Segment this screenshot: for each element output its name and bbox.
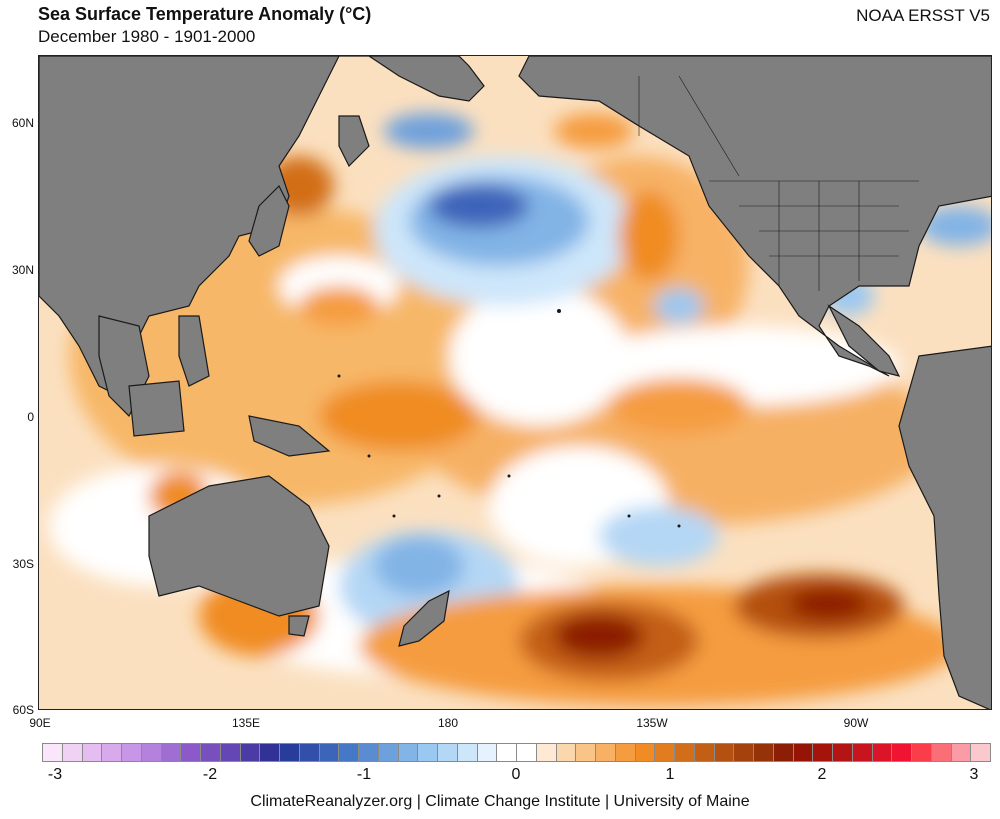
colorbar-cell <box>417 743 438 762</box>
colorbar-cell <box>753 743 774 762</box>
land-tasmania <box>288 615 310 637</box>
land-philippines <box>178 315 210 387</box>
colorbar-cell <box>81 743 103 762</box>
colorbar-cell <box>595 743 616 762</box>
lon-label-90e: 90E <box>29 716 51 730</box>
map-subtitle: December 1980 - 1901-2000 <box>38 27 256 46</box>
colorbar-cell <box>180 743 201 762</box>
colorbar-cell <box>377 743 399 762</box>
colorbar-label-neg2: -2 <box>202 766 218 783</box>
colorbar-label-neg1: -1 <box>356 766 372 783</box>
colorbar-cell <box>634 743 656 762</box>
colorbar-cell <box>318 743 340 762</box>
lat-label-60n: 60N <box>11 116 34 130</box>
map-title: Sea Surface Temperature Anomaly (°C) <box>38 4 372 24</box>
land-new-guinea <box>248 415 331 457</box>
land-new-zealand <box>398 589 450 647</box>
land-australia <box>148 475 330 617</box>
lat-label-30n: 30N <box>11 263 34 277</box>
colorbar-cell <box>614 743 636 762</box>
land-central-america <box>827 304 901 377</box>
colorbar-cell <box>397 743 419 762</box>
colorbar-label-2: 2 <box>817 766 827 783</box>
land-kamchatka <box>338 115 370 168</box>
colorbar-cell <box>812 743 833 762</box>
colorbar-cell <box>970 743 991 762</box>
colorbar-cell <box>930 743 952 762</box>
lat-label-60s: 60S <box>12 703 34 717</box>
colorbar-cell <box>674 743 695 762</box>
land-japan <box>248 184 290 257</box>
small-islands <box>337 309 681 528</box>
land-south-america <box>898 345 991 709</box>
sst-anomaly-map <box>39 56 991 709</box>
colorbar-cell <box>219 743 241 762</box>
colorbar-cell <box>61 743 83 762</box>
land-north-america <box>518 56 991 377</box>
colorbar-cell <box>476 743 498 762</box>
colorbar-cell <box>121 743 142 762</box>
lon-label-180: 180 <box>437 716 459 730</box>
colorbar-cell <box>101 743 122 762</box>
map-area <box>38 55 992 710</box>
colorbar-cell <box>950 743 972 762</box>
colorbar-cell <box>654 743 675 762</box>
colorbar-cell <box>733 743 754 762</box>
colorbar-cell <box>851 743 873 762</box>
colorbar-label-1: 1 <box>665 766 675 783</box>
lat-label-30s: 30S <box>12 557 34 571</box>
colorbar-cell <box>535 743 557 762</box>
political-borders <box>638 75 919 291</box>
colorbar-cell <box>911 743 932 762</box>
colorbar-cell <box>42 743 63 762</box>
colorbar-label-neg3: -3 <box>47 766 63 783</box>
colorbar-label-0: 0 <box>511 766 521 783</box>
colorbar-cell <box>338 743 359 762</box>
colorbar-cell <box>792 743 814 762</box>
colorbar-cell <box>516 743 537 762</box>
dataset-label: NOAA ERSST V5 <box>856 6 990 25</box>
colorbar-cell <box>891 743 912 762</box>
land-masses <box>39 56 991 709</box>
colorbar-cell <box>575 743 596 762</box>
colorbar-label-3: 3 <box>969 766 979 783</box>
colorbar-cell <box>496 743 517 762</box>
lon-label-90w: 90W <box>843 716 869 730</box>
colorbar-cell <box>555 743 577 762</box>
land-borneo <box>128 380 185 437</box>
colorbar-cell <box>772 743 794 762</box>
lat-label-0: 0 <box>27 410 34 424</box>
colorbar-cell <box>871 743 893 762</box>
colorbar-cell <box>140 743 162 762</box>
colorbar-cell <box>437 743 458 762</box>
colorbar-cell <box>279 743 300 762</box>
lon-label-135e: 135E <box>231 716 261 730</box>
colorbar-cell <box>160 743 182 762</box>
colorbar-cell <box>200 743 221 762</box>
colorbar <box>42 743 991 762</box>
colorbar-cell <box>832 743 853 762</box>
footer-credit: ClimateReanalyzer.org | Climate Change I… <box>250 793 750 810</box>
colorbar-cell <box>259 743 280 762</box>
colorbar-cell <box>693 743 715 762</box>
colorbar-cell <box>713 743 735 762</box>
colorbar-cell <box>239 743 261 762</box>
colorbar-cell <box>456 743 478 762</box>
colorbar-cell <box>298 743 320 762</box>
colorbar-cell <box>358 743 379 762</box>
lon-label-135w: 135W <box>636 716 668 730</box>
